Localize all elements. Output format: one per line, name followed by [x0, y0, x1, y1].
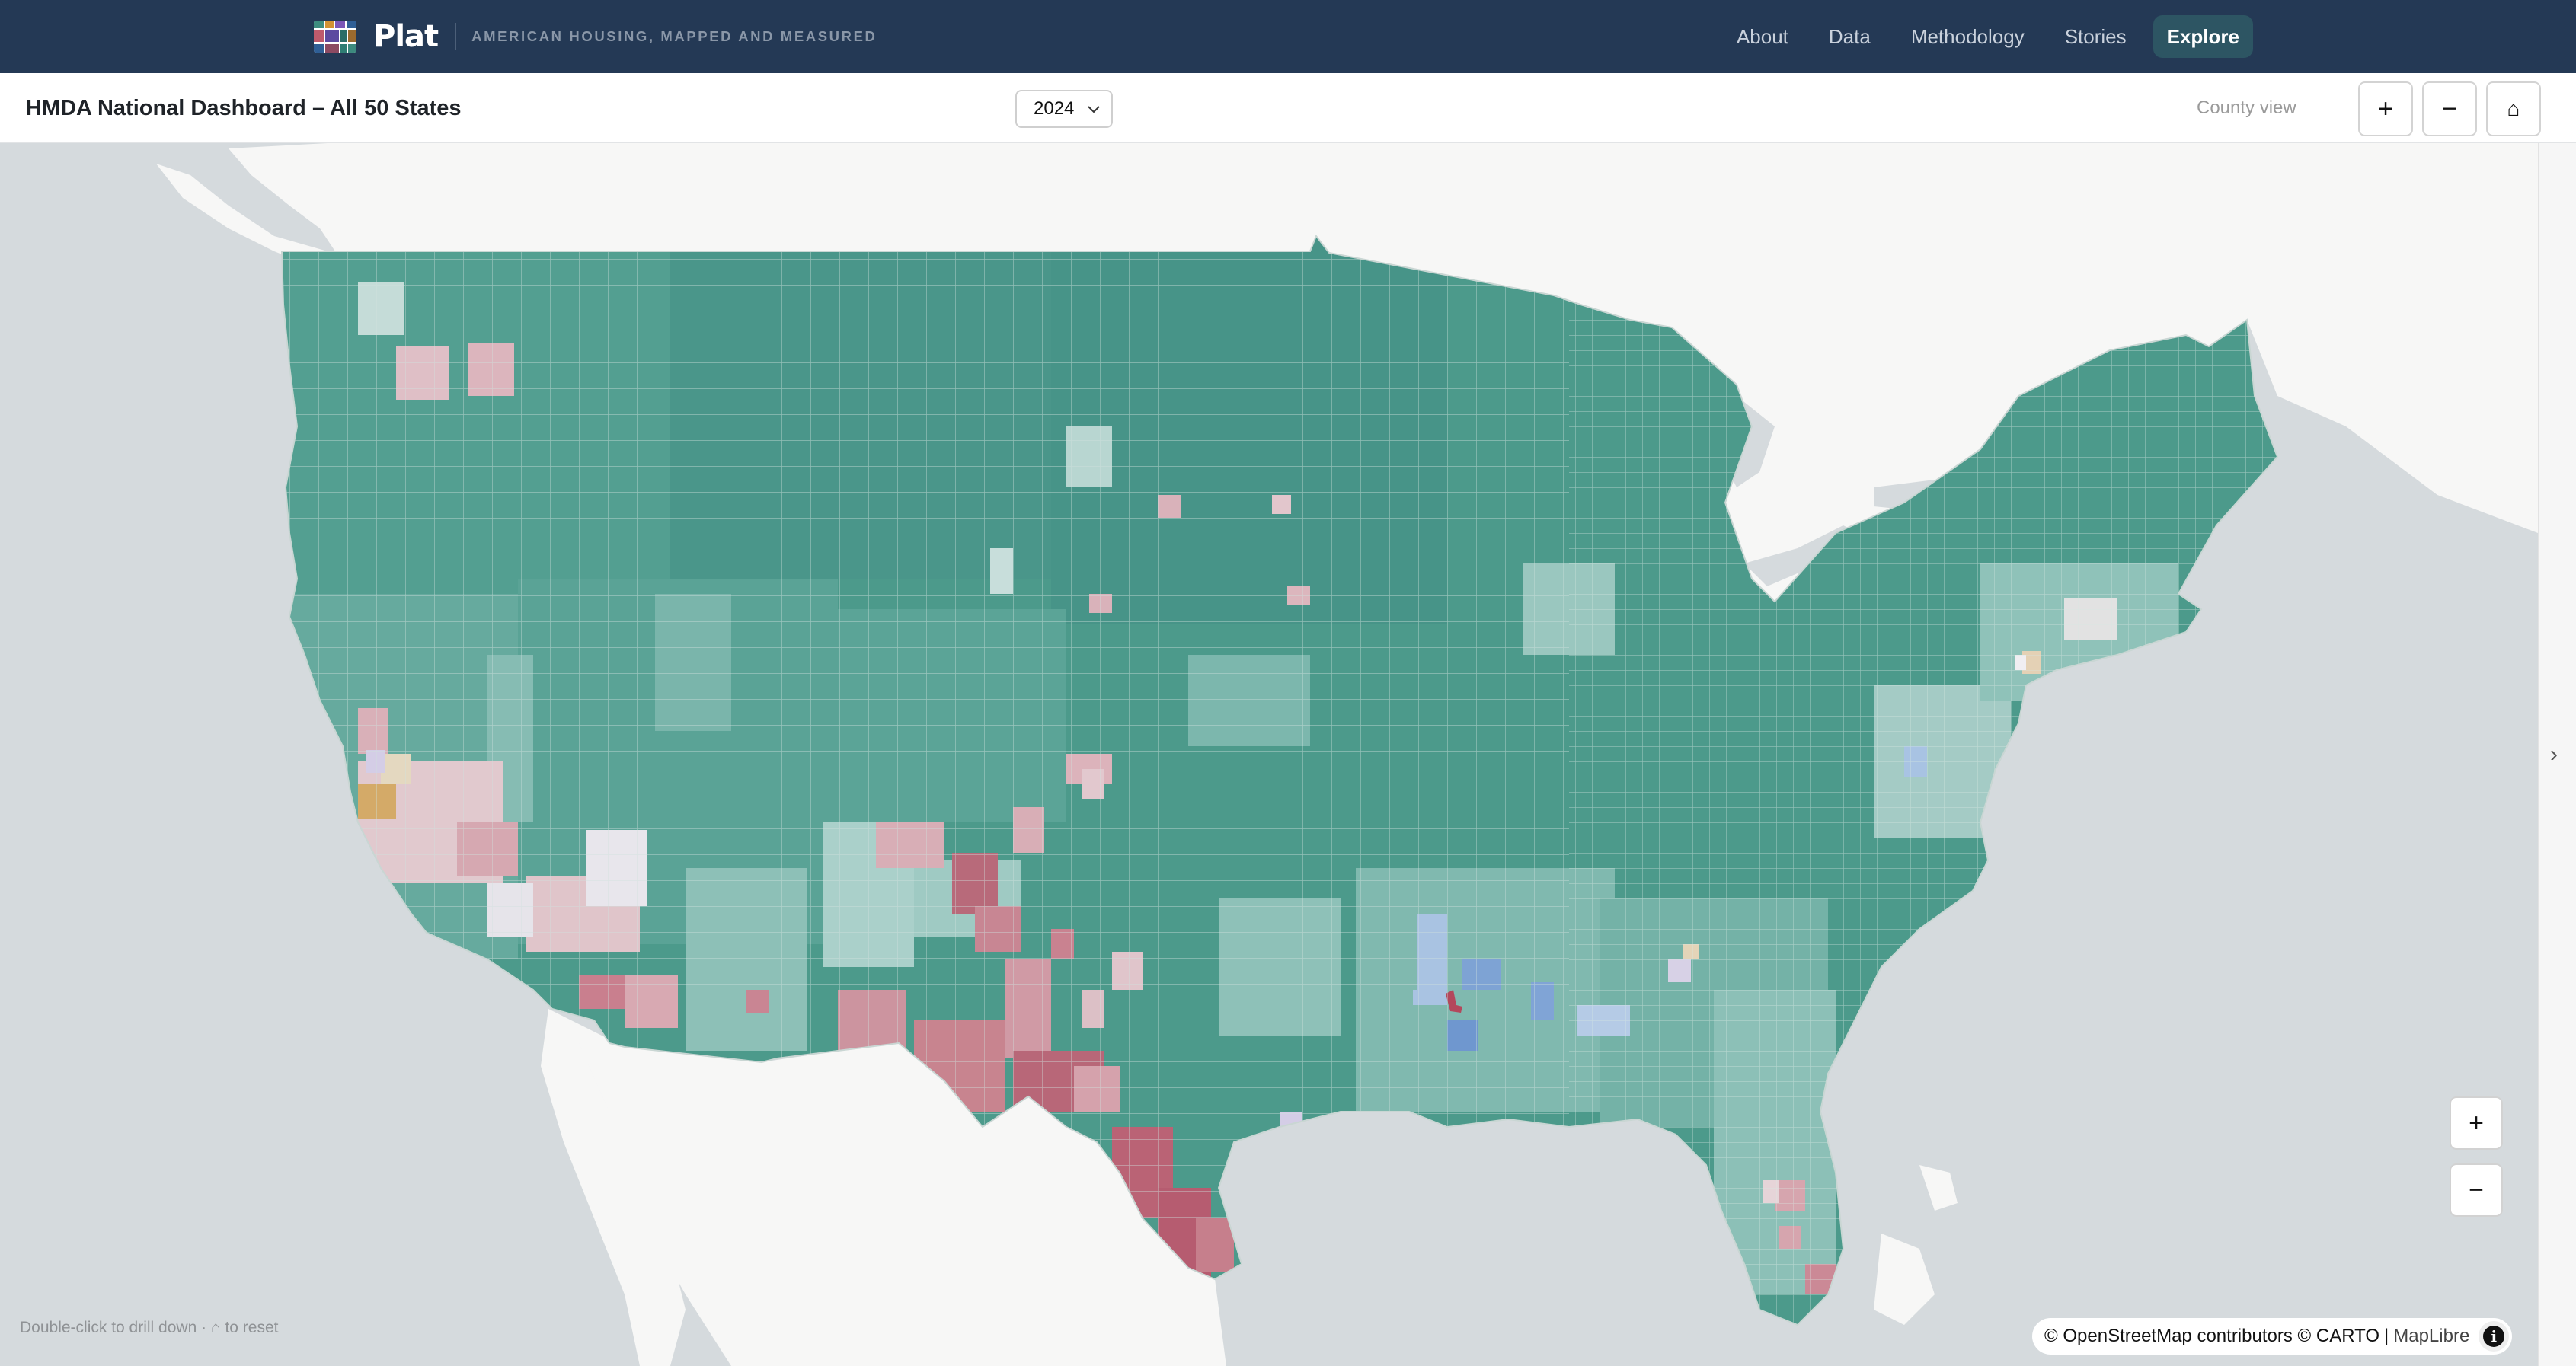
- us-outline: [280, 235, 2279, 1326]
- year-select-value: 2024: [1034, 98, 1075, 119]
- minus-icon: −: [2469, 1175, 2484, 1205]
- plat-logo-icon: [314, 21, 356, 53]
- view-level-label: County view: [2197, 97, 2296, 118]
- nav-explore[interactable]: Explore: [2153, 15, 2253, 58]
- main-nav: About Data Methodology Stories Explore: [1710, 0, 2253, 73]
- nav-data[interactable]: Data: [1828, 25, 1871, 48]
- baja-peninsula: [541, 1009, 686, 1366]
- year-select[interactable]: 2024: [1015, 90, 1113, 128]
- map-zoom-out-button[interactable]: −: [2450, 1163, 2503, 1217]
- toolbar-zoom-in-button[interactable]: +: [2358, 81, 2413, 136]
- plus-icon: +: [2378, 94, 2393, 123]
- nav-stories[interactable]: Stories: [2064, 25, 2127, 48]
- home-icon: ⌂: [2507, 97, 2520, 120]
- map-attribution: © OpenStreetMap contributors © CARTO | M…: [2032, 1318, 2513, 1355]
- brand-divider: [455, 23, 457, 50]
- side-panel-collapsed: ›: [2538, 143, 2576, 1366]
- plus-icon: +: [2469, 1108, 2484, 1138]
- nav-about[interactable]: About: [1736, 25, 1788, 48]
- brand[interactable]: Plat AMERICAN HOUSING, MAPPED AND MEASUR…: [314, 15, 877, 58]
- vancouver-island: [156, 164, 328, 266]
- cuba-bahamas: [1874, 1165, 1958, 1325]
- toolbar-home-button[interactable]: ⌂: [2486, 81, 2541, 136]
- chevron-right-icon[interactable]: ›: [2550, 742, 2558, 767]
- map-hint-text: Double-click to drill down · ⌂ to reset: [20, 1319, 279, 1336]
- attribution-separator: |: [2384, 1326, 2389, 1346]
- toolbar-zoom-out-button[interactable]: −: [2422, 81, 2477, 136]
- attribution-osm-carto[interactable]: © OpenStreetMap contributors © CARTO: [2044, 1326, 2379, 1346]
- dashboard-toolbar: HMDA National Dashboard – All 50 States …: [0, 73, 2576, 143]
- minus-icon: −: [2442, 94, 2457, 123]
- mexico-landmass: [548, 1009, 1226, 1366]
- map-canvas[interactable]: + −: [0, 143, 2538, 1366]
- brand-name: Plat: [373, 19, 439, 54]
- choropleth-map[interactable]: [0, 143, 2538, 1366]
- page-title: HMDA National Dashboard – All 50 States: [26, 96, 462, 120]
- top-navigation-bar: Plat AMERICAN HOUSING, MAPPED AND MEASUR…: [0, 0, 2576, 73]
- chevron-down-icon: [1087, 100, 1101, 123]
- brand-tagline: AMERICAN HOUSING, MAPPED AND MEASURED: [471, 28, 877, 44]
- attribution-info-button[interactable]: i: [2479, 1321, 2510, 1352]
- nav-methodology[interactable]: Methodology: [1910, 25, 2025, 48]
- info-icon: i: [2483, 1326, 2505, 1347]
- attribution-maplibre-link[interactable]: MapLibre: [2393, 1326, 2470, 1346]
- map-zoom-in-button[interactable]: +: [2450, 1096, 2503, 1150]
- canada-landmass: [229, 143, 2538, 602]
